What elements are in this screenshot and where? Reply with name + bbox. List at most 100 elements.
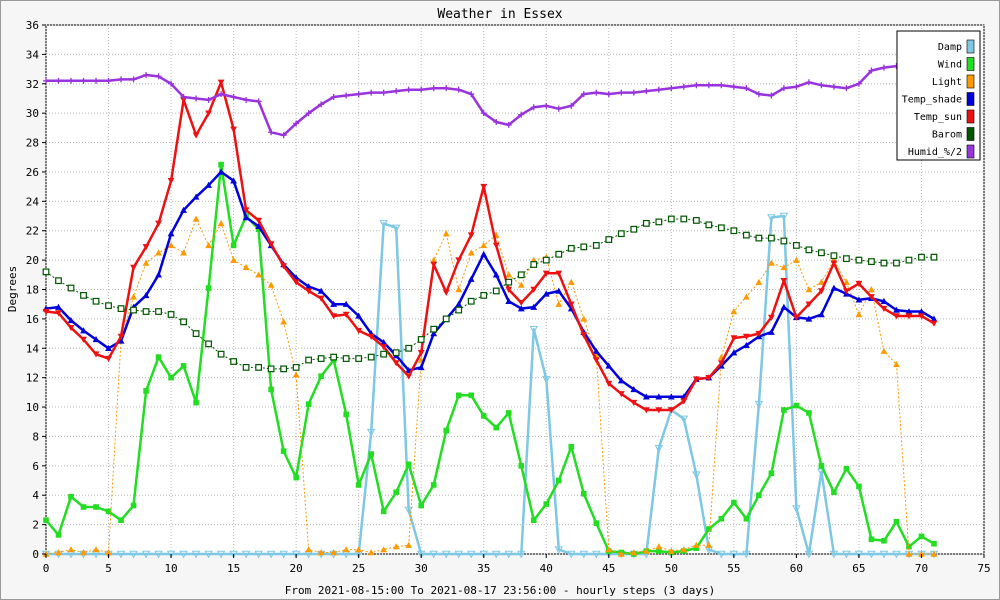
data-point-light — [55, 549, 62, 556]
data-point-temp-sun — [793, 314, 800, 321]
data-point-damp — [241, 550, 251, 559]
data-point-light — [280, 318, 288, 325]
legend-label-wind: Wind — [938, 60, 962, 71]
data-point-barom — [205, 340, 212, 348]
data-point-temp-sun — [730, 335, 738, 342]
data-point-humid-2 — [293, 120, 300, 127]
data-point-light — [205, 242, 212, 249]
data-point-wind — [656, 548, 662, 554]
data-point-wind — [881, 537, 887, 544]
data-point-humid-2 — [343, 92, 350, 99]
data-point-barom — [893, 259, 900, 267]
data-point-temp-shade — [480, 250, 488, 257]
y-tick-label: 2 — [32, 519, 39, 532]
data-point-temp-shade — [55, 303, 62, 310]
x-tick-label: 10 — [164, 562, 177, 575]
data-point-barom — [242, 363, 250, 371]
data-point-temp-shade — [317, 287, 325, 294]
data-point-temp-sun — [767, 314, 775, 321]
data-point-wind — [380, 508, 387, 515]
data-point-temp-shade — [117, 337, 125, 344]
data-point-temp-shade — [730, 349, 738, 356]
data-point-humid-2 — [230, 94, 237, 101]
data-point-temp-sun — [330, 313, 338, 320]
y-tick-label: 34 — [26, 48, 40, 61]
data-point-barom — [117, 305, 125, 313]
data-point-barom — [367, 353, 375, 361]
data-point-temp-sun — [605, 380, 613, 387]
data-point-temp-shade — [92, 336, 100, 343]
data-point-temp-sun — [592, 357, 600, 364]
y-tick-label: 26 — [26, 166, 39, 179]
data-point-light — [455, 286, 463, 293]
data-point-temp-sun — [930, 320, 938, 327]
y-tick-label: 20 — [26, 254, 39, 267]
y-tick-label: 14 — [26, 342, 40, 355]
data-point-wind — [168, 374, 174, 381]
data-point-barom — [330, 353, 338, 361]
data-point-wind — [480, 413, 487, 419]
data-point-light — [667, 547, 675, 554]
data-point-wind — [255, 226, 262, 233]
data-point-temp-shade — [255, 222, 263, 230]
data-point-light — [367, 549, 375, 556]
data-point-barom — [492, 287, 500, 295]
data-point-wind — [706, 526, 712, 532]
data-point-barom — [305, 356, 313, 364]
data-point-humid-2 — [818, 82, 825, 89]
data-point-wind — [743, 515, 750, 522]
data-point-temp-shade — [67, 316, 75, 324]
data-point-temp-sun — [192, 132, 200, 139]
data-point-barom — [342, 355, 350, 362]
data-point-humid-2 — [843, 85, 850, 92]
data-point-temp-sun — [480, 183, 488, 191]
data-point-barom — [705, 221, 713, 229]
data-point-humid-2 — [655, 86, 662, 93]
data-point-wind — [55, 532, 62, 538]
data-point-light — [567, 278, 575, 285]
data-point-barom — [255, 363, 263, 371]
data-point-damp — [804, 550, 814, 559]
data-point-damp — [579, 550, 589, 559]
data-point-temp-sun — [717, 360, 725, 367]
data-point-temp-shade — [918, 308, 925, 315]
data-point-humid-2 — [243, 96, 250, 103]
data-point-light — [255, 271, 263, 278]
data-point-light — [805, 286, 813, 293]
data-point-barom — [680, 215, 688, 223]
data-point-light — [80, 549, 87, 556]
data-point-temp-sun — [405, 373, 413, 380]
data-point-barom — [667, 215, 675, 223]
data-point-light — [705, 541, 713, 548]
data-point-light — [893, 361, 900, 368]
data-point-damp — [116, 550, 126, 559]
data-point-light — [617, 550, 625, 557]
data-point-light — [655, 543, 663, 550]
x-tick-label: 20 — [290, 562, 303, 575]
data-point-light — [630, 549, 638, 556]
data-point-wind — [580, 490, 587, 497]
data-point-barom — [792, 242, 800, 249]
data-point-temp-sun — [542, 270, 550, 277]
data-point-wind — [781, 407, 787, 413]
series-humid-2 — [43, 63, 900, 139]
data-point-temp-shade — [667, 393, 675, 400]
data-point-barom — [380, 350, 388, 358]
data-point-damp — [291, 550, 301, 559]
data-point-temp-sun — [255, 217, 263, 224]
data-point-wind — [831, 489, 837, 496]
data-point-humid-2 — [105, 77, 112, 84]
data-point-humid-2 — [668, 85, 675, 92]
data-point-damp — [479, 550, 488, 559]
data-point-humid-2 — [368, 89, 375, 96]
data-point-light — [555, 300, 563, 307]
x-tick-label: 40 — [540, 562, 553, 575]
data-point-temp-shade — [742, 341, 750, 349]
data-point-barom — [692, 217, 700, 224]
data-point-damp — [191, 550, 201, 559]
legend-swatch-humid-2 — [966, 144, 975, 159]
data-point-humid-2 — [868, 67, 875, 74]
data-point-damp — [742, 550, 751, 559]
data-point-temp-shade — [767, 328, 775, 335]
data-point-temp-sun — [567, 301, 575, 308]
